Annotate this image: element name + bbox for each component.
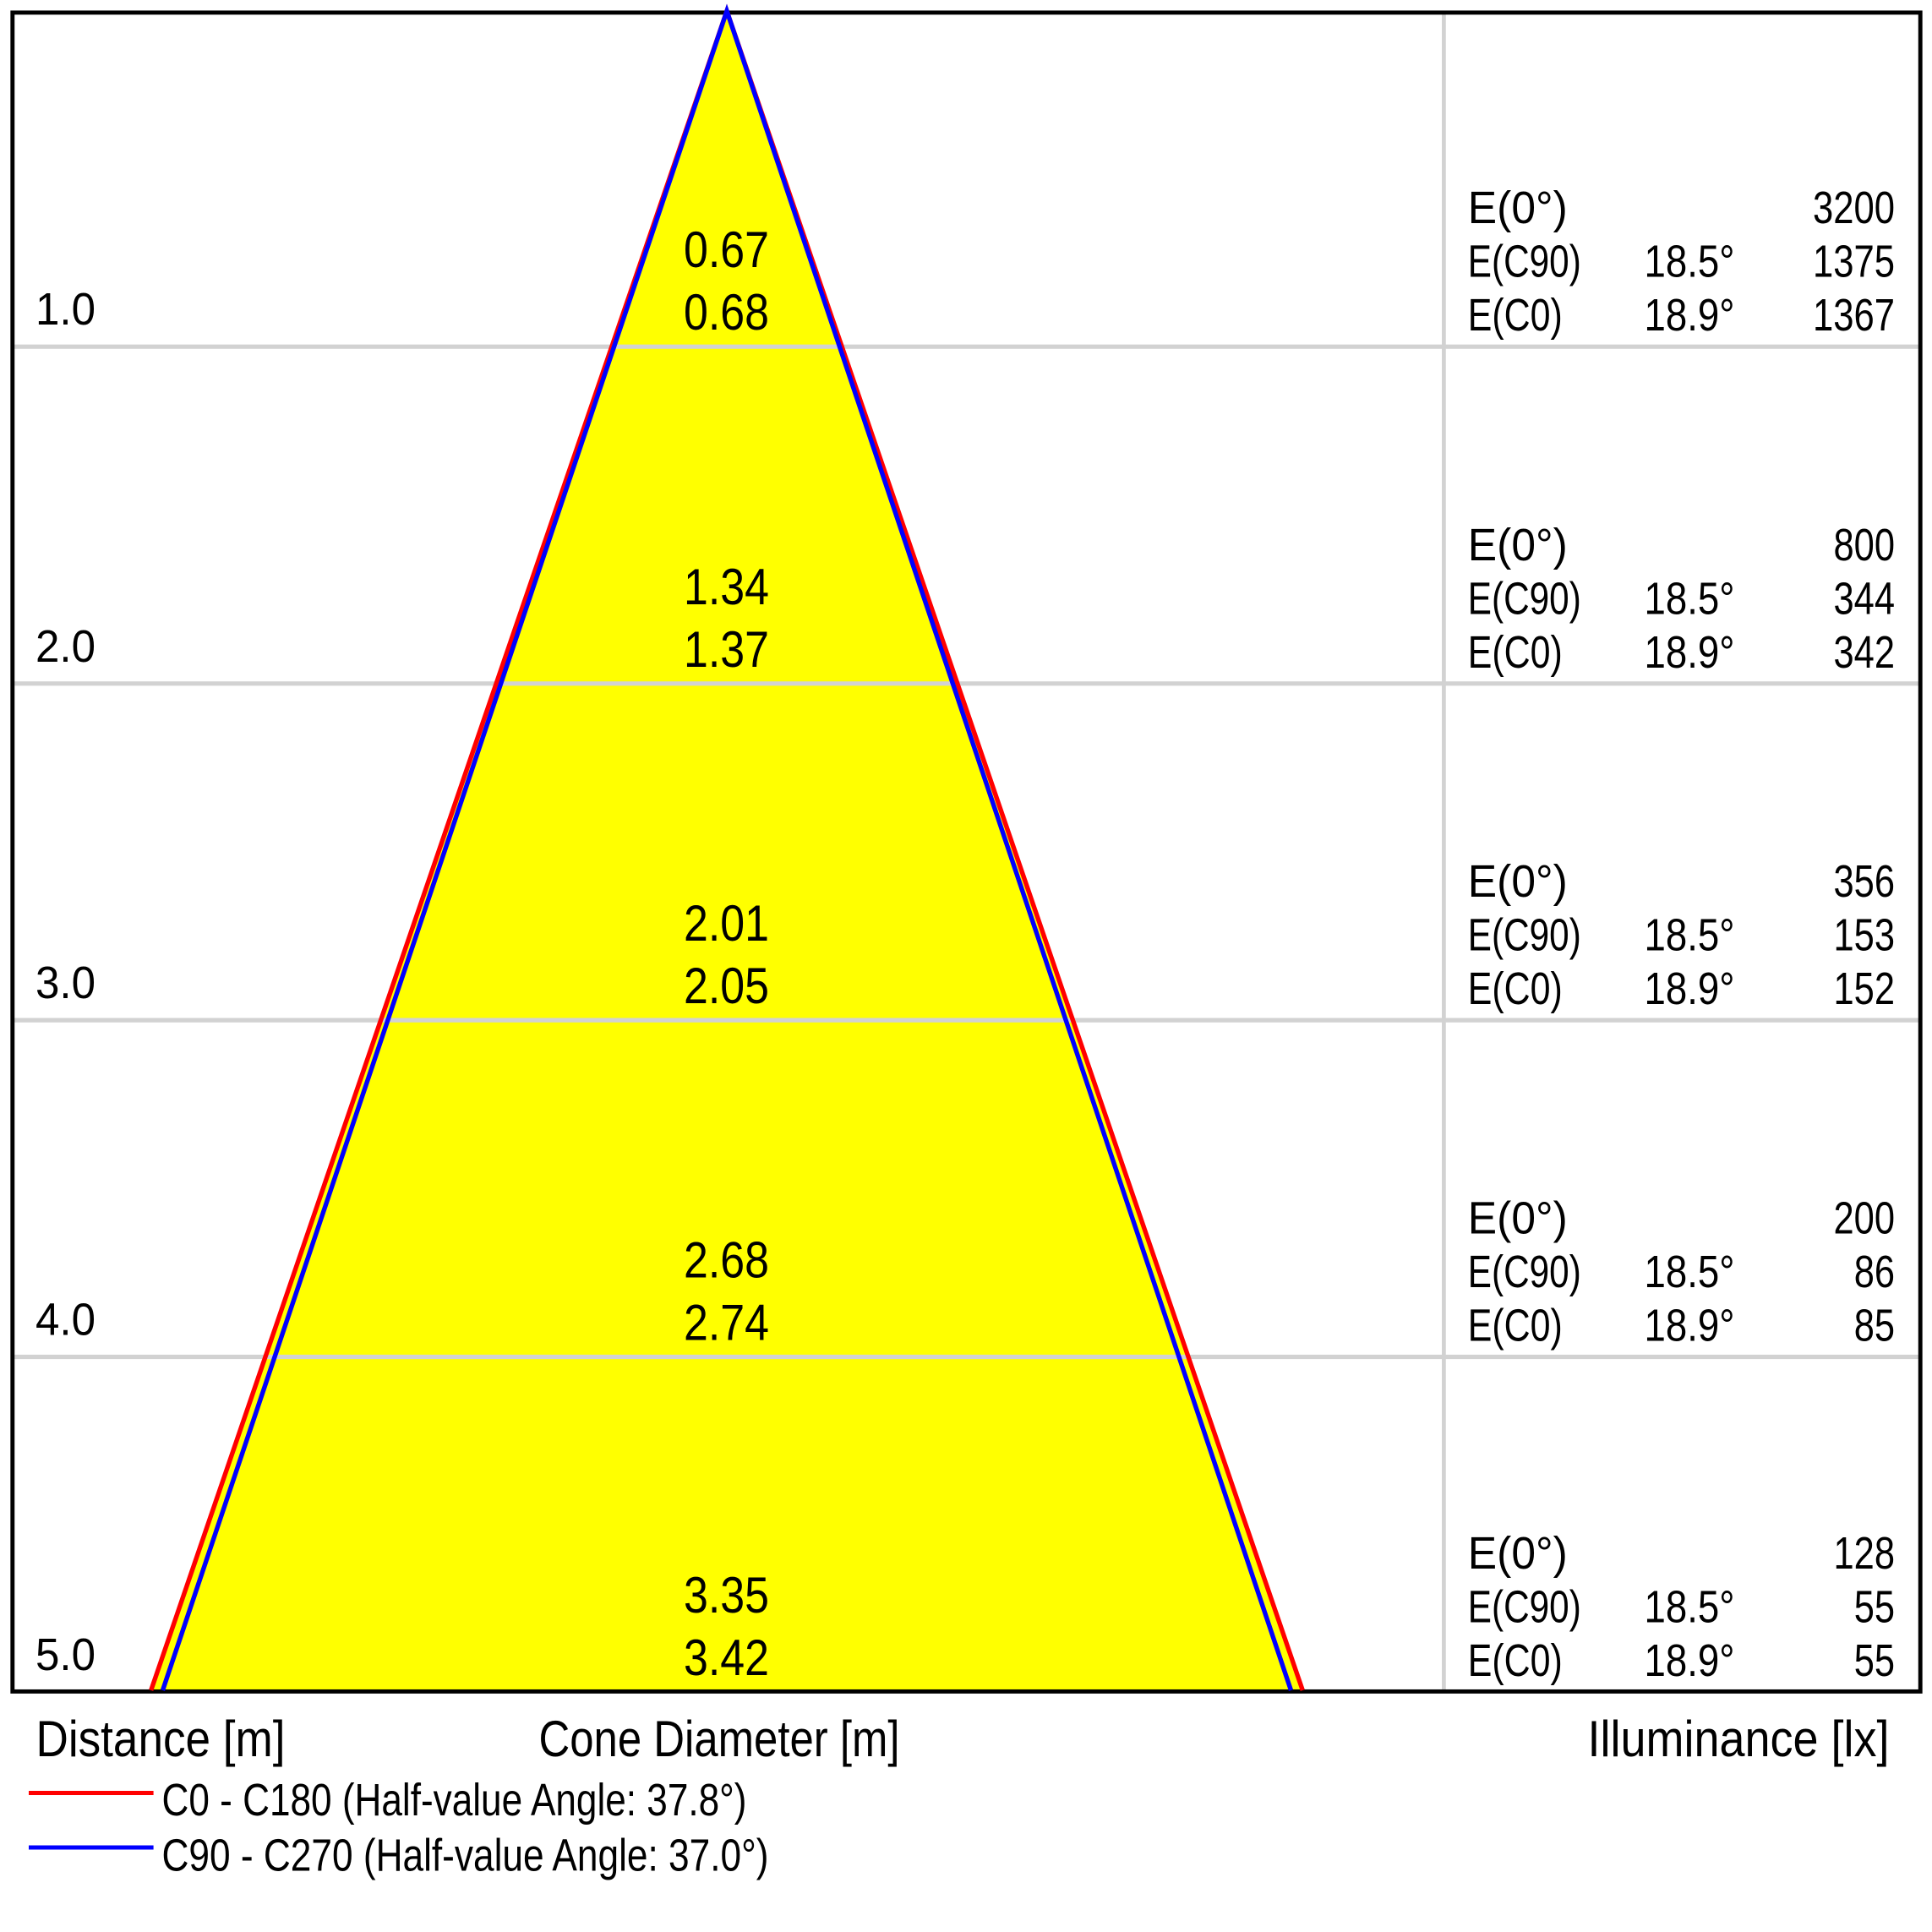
svg-text:E(C90): E(C90) [1468,910,1581,961]
svg-text:2.0: 2.0 [35,621,96,672]
svg-text:E(C0): E(C0) [1468,1301,1563,1351]
svg-text:E(0°): E(0°) [1468,520,1568,570]
svg-text:18.9°: 18.9° [1645,627,1735,678]
svg-text:3200: 3200 [1813,183,1895,233]
svg-text:18.9°: 18.9° [1645,963,1735,1014]
svg-text:344: 344 [1834,573,1896,624]
svg-text:1.0: 1.0 [35,284,96,335]
svg-text:E(C90): E(C90) [1468,573,1581,624]
svg-text:18.9°: 18.9° [1645,290,1735,341]
svg-text:E(C90): E(C90) [1468,1247,1581,1297]
svg-text:2.74: 2.74 [684,1295,769,1351]
svg-text:128: 128 [1834,1528,1896,1579]
svg-text:200: 200 [1834,1193,1896,1244]
svg-text:2.01: 2.01 [684,895,769,952]
svg-text:0.67: 0.67 [684,221,769,278]
svg-text:356: 356 [1834,856,1896,907]
svg-text:C90 - C270 (Half-value Angle:: C90 - C270 (Half-value Angle: 37.0°) [162,1830,769,1880]
svg-text:1.34: 1.34 [684,559,769,615]
svg-text:3.35: 3.35 [684,1567,769,1624]
svg-text:3.42: 3.42 [684,1629,769,1686]
svg-text:18.5°: 18.5° [1645,910,1735,961]
svg-text:18.9°: 18.9° [1645,1301,1735,1351]
svg-text:1.37: 1.37 [684,621,769,678]
svg-text:Distance [m]: Distance [m] [36,1711,286,1767]
svg-text:3.0: 3.0 [35,958,96,1008]
svg-text:E(C0): E(C0) [1468,290,1563,341]
svg-text:18.5°: 18.5° [1645,573,1735,624]
svg-text:18.5°: 18.5° [1645,1247,1735,1297]
svg-text:2.05: 2.05 [684,958,769,1014]
svg-text:86: 86 [1854,1247,1895,1297]
svg-text:C0 - C180 (Half-value Angle: 3: C0 - C180 (Half-value Angle: 37.8°) [162,1775,747,1826]
svg-text:55: 55 [1854,1582,1895,1633]
svg-text:E(C0): E(C0) [1468,627,1563,678]
svg-text:Illuminance [lx]: Illuminance [lx] [1588,1711,1890,1767]
svg-text:5.0: 5.0 [35,1629,96,1680]
svg-text:E(C0): E(C0) [1468,963,1563,1014]
svg-text:E(C0): E(C0) [1468,1635,1563,1686]
svg-text:1367: 1367 [1813,290,1895,341]
svg-text:55: 55 [1854,1635,1895,1686]
svg-text:85: 85 [1854,1301,1895,1351]
svg-text:E(C90): E(C90) [1468,237,1581,287]
svg-text:E(0°): E(0°) [1468,1528,1568,1579]
svg-text:800: 800 [1834,520,1896,570]
svg-text:18.5°: 18.5° [1645,1582,1735,1633]
svg-text:4.0: 4.0 [35,1295,96,1345]
svg-text:18.5°: 18.5° [1645,237,1735,287]
svg-text:2.68: 2.68 [684,1232,769,1289]
svg-text:18.9°: 18.9° [1645,1635,1735,1686]
svg-text:Cone Diameter [m]: Cone Diameter [m] [539,1711,900,1767]
svg-text:E(0°): E(0°) [1468,1193,1568,1244]
svg-text:342: 342 [1834,627,1896,678]
svg-text:E(C90): E(C90) [1468,1582,1581,1633]
svg-text:1375: 1375 [1813,237,1895,287]
svg-text:0.68: 0.68 [684,284,769,341]
svg-text:E(0°): E(0°) [1468,856,1568,907]
svg-text:E(0°): E(0°) [1468,183,1568,233]
svg-text:153: 153 [1834,910,1896,961]
svg-text:152: 152 [1834,963,1896,1014]
